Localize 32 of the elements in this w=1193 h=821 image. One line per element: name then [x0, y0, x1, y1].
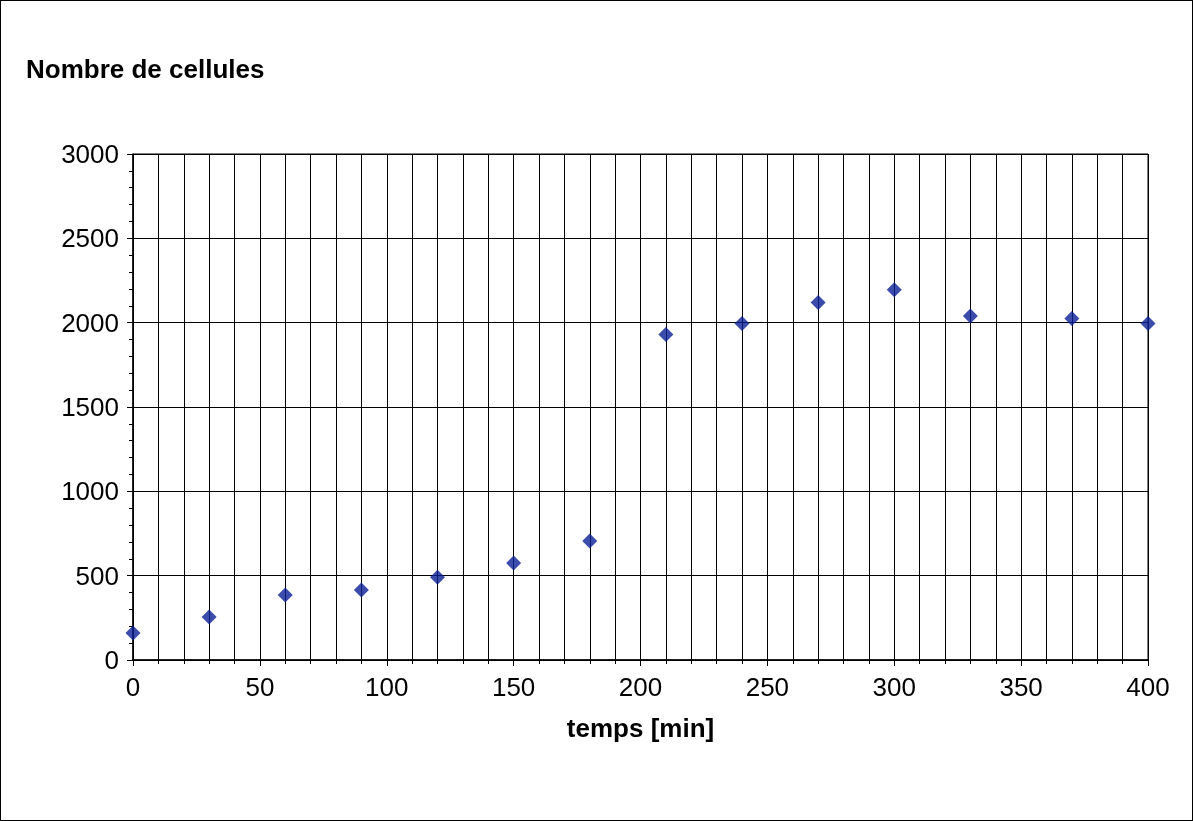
point	[125, 625, 141, 641]
x-axis-title: temps [min]	[566, 713, 715, 743]
x-tick-label: 400	[1126, 672, 1170, 702]
x-tick-label: 100	[365, 672, 409, 702]
point	[353, 582, 369, 598]
x-tick-label: 200	[618, 672, 663, 702]
chart-title: Nombre de cellules	[26, 54, 265, 84]
y-tick-label: 1000	[61, 476, 119, 507]
y-tick-label: 3000	[61, 139, 119, 169]
point	[506, 555, 522, 571]
y-tick-label: 1500	[61, 392, 119, 422]
y-tick-label: 2500	[61, 223, 119, 254]
point	[734, 316, 750, 332]
point	[277, 587, 293, 603]
x-tick-label: 250	[745, 672, 790, 702]
point	[430, 569, 445, 585]
point	[582, 533, 598, 549]
y-tick-label: 2000	[61, 307, 119, 338]
y-tick-label: 500	[75, 560, 119, 591]
x-tick-label: 0	[125, 672, 141, 702]
point	[810, 294, 826, 310]
x-tick-label: 300	[872, 672, 916, 702]
x-tick-label: 350	[999, 672, 1043, 702]
point	[1140, 316, 1156, 332]
x-tick-label: 50	[245, 672, 275, 702]
x-tick-label: 150	[491, 672, 536, 702]
point	[658, 326, 674, 342]
point	[201, 609, 217, 625]
point	[1064, 310, 1080, 326]
point	[886, 282, 902, 298]
point	[962, 308, 978, 324]
y-tick-label: 0	[104, 645, 119, 675]
